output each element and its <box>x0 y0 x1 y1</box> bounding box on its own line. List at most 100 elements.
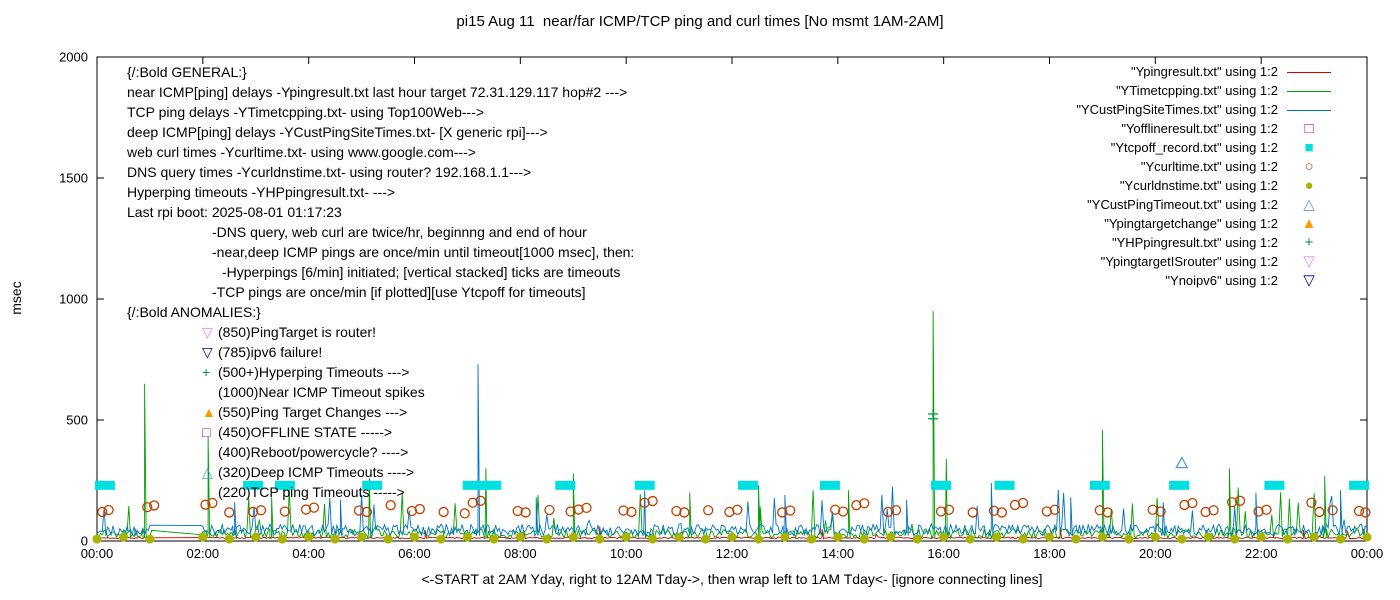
plus-icon: + <box>1304 234 1314 251</box>
circle-mark <box>671 505 682 517</box>
circle-mark <box>1018 534 1028 544</box>
plus-icon: + <box>202 364 211 380</box>
tri-down-open-icon: ▽ <box>202 324 213 340</box>
legend-label: "YpingtargetISrouter" using 1:2 <box>1100 254 1278 269</box>
circle-mark <box>542 534 552 544</box>
circle-mark <box>515 532 525 542</box>
circle-mark <box>385 500 396 511</box>
legend-label: "YTimetcpping.txt" using 1:2 <box>1116 83 1278 98</box>
x-tick-label: 06:00 <box>398 546 431 561</box>
circle-mark <box>647 495 658 507</box>
circle-mark <box>780 532 790 542</box>
legend-label: "Ycurldnstime.txt" using 1:2 <box>1119 178 1278 193</box>
circle-mark <box>414 503 425 515</box>
marker-spacer <box>202 442 218 462</box>
line-sample-icon <box>1287 109 1331 111</box>
x-tick-label: 02:00 <box>187 546 220 561</box>
circle-mark <box>1102 507 1113 518</box>
anomaly-text: {/:Bold ANOMALIES:} <box>127 304 261 320</box>
anomaly-line: ▲ (550)Ping Target Changes ---> <box>127 402 425 422</box>
circle-mark <box>436 534 446 544</box>
general-line: -DNS query, web curl are twice/hr, begin… <box>212 224 587 240</box>
general-line: deep ICMP[ping] delays -YCustPingSiteTim… <box>127 124 548 140</box>
anomaly-text: (320)Deep ICMP Timeouts ----> <box>218 464 415 480</box>
circle-mark <box>118 532 128 542</box>
anomaly-line: ▽ (785)ipv6 failure! <box>127 342 425 362</box>
x-tick-label: 04:00 <box>292 546 325 561</box>
circle-mark <box>830 504 841 515</box>
circle-mark <box>1327 505 1338 516</box>
circle-mark <box>626 506 637 518</box>
circle-mark <box>992 532 1002 542</box>
rect-mark <box>481 480 502 490</box>
circle-mark <box>304 532 314 542</box>
legend-label: "Ynoipv6" using 1:2 <box>1165 273 1278 288</box>
circle-mark <box>544 504 555 516</box>
circle-mark <box>1017 497 1029 509</box>
legend-line-sample <box>1286 81 1332 100</box>
path-mark <box>1175 456 1189 469</box>
anomaly-line: △ (320)Deep ICMP Timeouts ----> <box>127 462 425 482</box>
rect-mark <box>243 480 264 490</box>
legend-item: "Ytcpoff_record.txt" using 1:2 ■ <box>1076 138 1332 157</box>
anomaly-line: {/:Bold ANOMALIES:} <box>127 302 425 322</box>
legend-item: "Ycurldnstime.txt" using 1:2 ● <box>1076 176 1332 195</box>
rect-mark <box>1169 480 1190 490</box>
rect-mark <box>1264 480 1285 490</box>
legend-item: "YCustPingSiteTimes.txt" using 1:2 <box>1076 100 1332 119</box>
series-points-Ycurltime.txt <box>97 495 1371 519</box>
circle-mark <box>1336 534 1346 544</box>
circle-mark <box>357 532 367 542</box>
general-line: -near,deep ICMP pings are once/min until… <box>212 244 635 260</box>
circle-mark <box>674 532 684 542</box>
anomaly-text: (500+)Hyperping Timeouts ---> <box>218 364 410 380</box>
x-axis-label: <-START at 2AM Yday, right to 12AM Tday-… <box>421 571 1043 587</box>
circle-mark <box>859 534 869 544</box>
circle-mark <box>1283 534 1293 544</box>
x-tick-label: 00:00 <box>1351 546 1384 561</box>
anomaly-line: + (500+)Hyperping Timeouts ---> <box>127 362 425 382</box>
y-tick-label: 1000 <box>59 292 88 307</box>
tri-down-open-icon: ▽ <box>202 344 213 360</box>
circle-mark <box>247 506 259 518</box>
circle-mark <box>1306 497 1317 508</box>
circle-mark <box>639 497 650 508</box>
circle-mark <box>1155 506 1166 517</box>
circle-mark <box>1360 507 1371 518</box>
general-line: -Hyperpings [6/min] initiated; [vertical… <box>222 264 621 280</box>
circle-mark <box>943 504 955 515</box>
circle-mark <box>1097 532 1107 542</box>
y-tick-label: 1500 <box>59 171 88 186</box>
square-open-icon: □ <box>1304 120 1314 137</box>
general-line: Last rpi boot: 2025-08-01 01:17:23 <box>127 204 342 220</box>
legend-label: "Ypingresult.txt" using 1:2 <box>1130 64 1278 79</box>
legend-item: "YHPpingresult.txt" using 1:2 + <box>1076 233 1332 252</box>
anomaly-line: (220)TCP ping Timeouts -----> <box>127 482 425 502</box>
circle-mark <box>565 506 576 517</box>
circle-mark <box>833 532 843 542</box>
general-annotation-block: {/:Bold GENERAL:} near ICMP[ping] delays … <box>127 62 634 302</box>
general-line: TCP ping delays -YTimetcpping.txt- using… <box>127 104 485 120</box>
rect-mark <box>274 480 295 490</box>
anomaly-line: (1000)Near ICMP Timeout spikes <box>127 382 425 402</box>
circle-mark <box>939 532 949 542</box>
anomaly-text: (400)Reboot/powercycle? ----> <box>218 444 409 460</box>
circle-mark <box>1261 504 1272 515</box>
circle-mark <box>255 505 267 516</box>
circle-mark <box>103 504 114 516</box>
rect-mark <box>362 480 383 490</box>
circle-mark <box>97 506 108 518</box>
circle-mark <box>1234 495 1246 506</box>
circle-mark <box>1200 506 1211 518</box>
general-line: {/:Bold GENERAL:} <box>127 64 247 80</box>
circle-mark <box>1353 505 1365 517</box>
anomaly-text: (550)Ping Target Changes ---> <box>218 404 408 420</box>
circle-mark <box>300 504 312 515</box>
line-sample-icon <box>1287 71 1331 73</box>
rect-mark <box>994 480 1015 490</box>
circle-mark <box>1309 532 1319 542</box>
x-tick-label: 20:00 <box>1139 546 1172 561</box>
circle-mark <box>1071 534 1081 544</box>
circle-mark <box>777 507 788 518</box>
